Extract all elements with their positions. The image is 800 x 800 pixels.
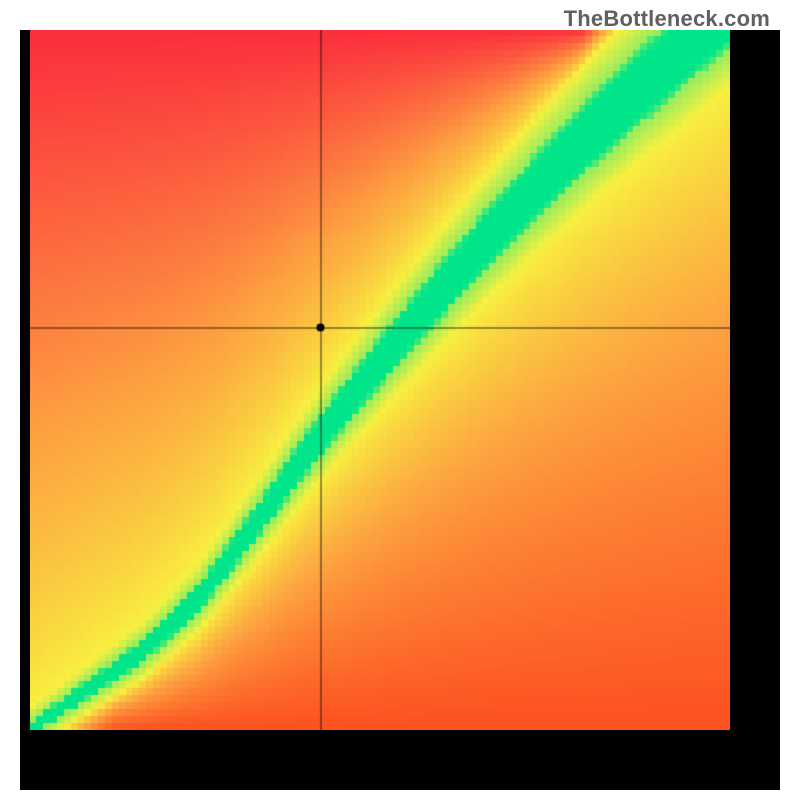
container: TheBottleneck.com <box>0 0 800 800</box>
heatmap-canvas <box>30 30 730 730</box>
watermark-text: TheBottleneck.com <box>564 6 770 32</box>
